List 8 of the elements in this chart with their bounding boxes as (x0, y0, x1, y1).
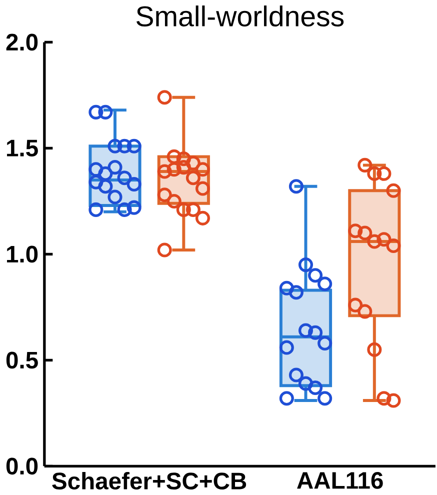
y-tick-label: 2.0 (6, 34, 38, 51)
y-tick-label: 1.5 (7, 140, 38, 157)
x-tick-label: Schaefer+SC+CB (52, 472, 246, 490)
y-tick-label: 0.0 (6, 458, 38, 475)
y-tick-label: 1.0 (7, 246, 38, 263)
y-tick-label: 0.5 (6, 352, 38, 369)
chart-title: Small-worldness (136, 6, 344, 26)
x-tick-label: AAL116 (297, 472, 383, 489)
